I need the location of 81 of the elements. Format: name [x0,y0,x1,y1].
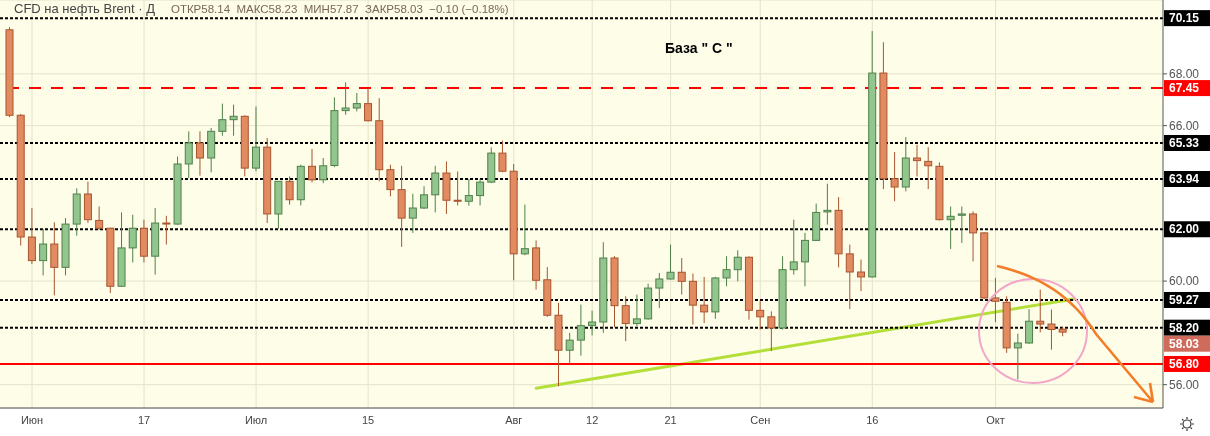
candlestick [576,304,585,357]
candlestick [621,295,630,342]
candlestick [655,272,664,309]
candlestick [857,259,865,292]
y-tick-label: 60.00 [1169,274,1200,289]
candlestick [1025,308,1034,345]
candlestick [364,87,373,122]
candlestick [476,178,485,206]
candlestick [27,207,36,265]
ref-line-label: 58.20 [1169,320,1200,335]
annotation: База " С " [665,40,733,56]
text: 58.03 [1169,336,1200,351]
candlestick [218,103,227,137]
candlestick [924,146,933,190]
candlestick [1036,289,1045,333]
x-tick-label: 15 [362,413,375,426]
candlestick [464,178,473,207]
candlestick [128,214,137,263]
candlestick [666,244,675,281]
candlestick [229,104,238,137]
candlestick [431,165,440,213]
candlestick [969,210,978,262]
x-tick-label: 12 [586,413,599,426]
candlestick [913,144,922,177]
ref-line-label: 59.27 [1169,292,1200,307]
candlestick [308,148,317,183]
candlestick [565,332,574,365]
candlestick [251,105,260,172]
x-tick-label: 16 [866,413,879,426]
candlestick [688,273,697,326]
ref-line-label: 62.00 [1169,222,1200,237]
candlestick [823,183,832,226]
ref-line-label: 65.33 [1169,135,1200,150]
candlestick [700,276,709,324]
candlestick [756,300,765,331]
candlestick [890,151,899,202]
candlestick [50,221,59,296]
x-tick-label: 17 [137,413,151,426]
x-tick-label: Июн [20,413,44,426]
candlestick [1013,333,1022,380]
y-tick-label: 68.00 [1169,67,1200,82]
candlestick [408,193,417,234]
ref-line-label: 63.94 [1169,172,1200,186]
candlestick [957,205,966,244]
candlestick [722,255,731,287]
y-tick-label: 66.00 [1169,118,1200,133]
candlestick [352,92,361,112]
candlestick [184,130,193,179]
x-tick-label: 21 [664,413,677,426]
x-tick-label: Июл [244,413,268,426]
candlestick [946,205,955,250]
candlestick [588,310,597,336]
candlestick [95,205,104,231]
candlestick [319,157,328,184]
candlestick [767,310,776,352]
candlestick [845,244,854,310]
chart-subtitle: ОТКР58.14 МАКС58.23 МИН57.87 ЗАКР58.03 −0.10 (−0.18%) [170,3,509,15]
candlestick [162,215,171,246]
candlestick [789,219,798,276]
chart-title: CFD на нефть Brent · Д [14,1,155,16]
ref-line-label: 70.15 [1169,11,1200,26]
ref-line-label: 56.80 [1169,356,1200,371]
x-tick-label: Сен [750,413,771,426]
candlestick [386,164,395,197]
candlestick [677,257,686,296]
candlestick [341,81,350,116]
candlestick [991,277,1000,323]
candlestick [195,130,204,177]
candlestick [733,249,742,282]
candlestick [1047,309,1056,351]
candlestick [520,204,529,256]
y-tick-label: 56.00 [1169,377,1200,392]
candlestick [632,294,641,327]
candlestick [285,175,294,206]
candlestick [453,170,462,206]
x-tick-label: Окт [986,413,1005,426]
candlestick [498,140,507,173]
ref-line-label: 67.45 [1169,81,1200,96]
x-tick-label: Авг [505,413,523,426]
candlestick [39,228,48,276]
candlestick [800,232,809,287]
